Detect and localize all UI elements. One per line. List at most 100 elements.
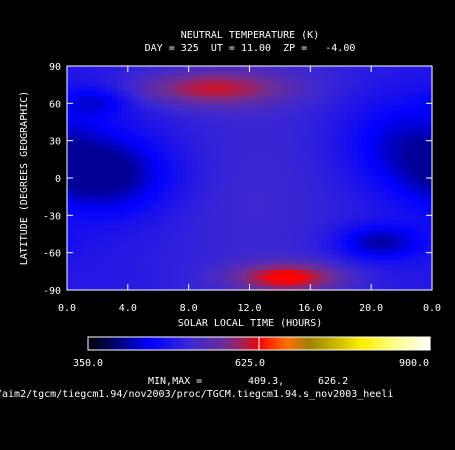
heatmap-cell: [387, 250, 393, 256]
heatmap-cell: [187, 205, 193, 211]
heatmap-cell: [417, 160, 423, 167]
heatmap-cell: [297, 175, 303, 182]
heatmap-cell: [122, 200, 128, 206]
heatmap-cell: [272, 285, 278, 291]
heatmap-cell: [297, 280, 303, 286]
heatmap-cell: [67, 260, 73, 266]
heatmap-cell: [232, 170, 238, 177]
heatmap-cell: [242, 180, 248, 187]
heatmap-cell: [362, 90, 368, 97]
heatmap-cell: [187, 240, 193, 246]
heatmap-cell: [112, 130, 118, 137]
heatmap-cell: [197, 190, 203, 197]
heatmap-cell: [327, 190, 333, 197]
heatmap-cell: [412, 195, 418, 201]
heatmap-cell: [377, 245, 383, 251]
heatmap-cell: [412, 145, 418, 152]
heatmap-cell: [317, 160, 323, 167]
heatmap-cell: [362, 230, 368, 236]
heatmap-cell: [352, 125, 358, 132]
heatmap-cell: [372, 185, 378, 192]
heatmap-cell: [307, 160, 313, 167]
heatmap-cell: [422, 100, 428, 107]
heatmap-cell: [312, 170, 318, 177]
heatmap-cell: [367, 155, 373, 162]
heatmap-cell: [197, 130, 203, 137]
heatmap-cell: [212, 250, 218, 256]
heatmap-cell: [412, 270, 418, 276]
heatmap-cell: [262, 215, 268, 221]
heatmap-cell: [122, 280, 128, 286]
heatmap-cell: [387, 90, 393, 97]
heatmap-cell: [212, 165, 218, 172]
heatmap-cell: [227, 75, 233, 82]
heatmap-cell: [402, 220, 408, 226]
heatmap-cell: [142, 190, 148, 197]
heatmap-cell: [67, 125, 73, 132]
heatmap-cell: [147, 245, 153, 251]
heatmap-cell: [322, 195, 328, 201]
heatmap-cell: [117, 285, 123, 291]
heatmap-cell: [227, 195, 233, 201]
heatmap-cell: [277, 265, 283, 271]
heatmap-cell: [427, 70, 433, 77]
heatmap-cell: [317, 215, 323, 221]
heatmap-cell: [132, 70, 138, 77]
heatmap-cell: [382, 220, 388, 226]
heatmap-cell: [187, 150, 193, 157]
heatmap-cell: [242, 205, 248, 211]
heatmap-cell: [337, 155, 343, 162]
heatmap-cell: [127, 240, 133, 246]
heatmap-cell: [367, 125, 373, 132]
heatmap-cell: [387, 150, 393, 157]
heatmap-cell: [302, 66, 308, 72]
heatmap-cell: [297, 265, 303, 271]
heatmap-cell: [332, 275, 338, 281]
heatmap-cell: [247, 180, 253, 187]
heatmap-cell: [177, 115, 183, 122]
heatmap-cell: [77, 75, 83, 82]
heatmap-cell: [167, 150, 173, 157]
heatmap-cell: [342, 170, 348, 177]
heatmap-cell: [157, 135, 163, 142]
heatmap-cell: [352, 155, 358, 162]
heatmap-cell: [77, 195, 83, 201]
heatmap-cell: [112, 235, 118, 241]
heatmap-cell: [237, 235, 243, 241]
heatmap-cell: [327, 235, 333, 241]
heatmap-cell: [92, 250, 98, 256]
heatmap-cell: [132, 66, 138, 72]
heatmap-cell: [247, 235, 253, 241]
heatmap-cell: [237, 66, 243, 72]
heatmap-cell: [207, 245, 213, 251]
heatmap-cell: [177, 230, 183, 236]
heatmap-cell: [252, 150, 258, 157]
heatmap-cell: [347, 170, 353, 177]
heatmap-cell: [272, 120, 278, 127]
heatmap-cell: [382, 66, 388, 72]
heatmap-cell: [337, 220, 343, 226]
heatmap-cell: [172, 240, 178, 246]
heatmap-cell: [217, 275, 223, 281]
heatmap-cell: [142, 70, 148, 77]
heatmap-cell: [307, 100, 313, 107]
heatmap-cell: [387, 280, 393, 286]
heatmap-cell: [267, 80, 273, 87]
colorbar-segment: [381, 337, 385, 350]
heatmap-cell: [387, 285, 393, 291]
heatmap-cell: [277, 90, 283, 97]
heatmap-cell: [357, 245, 363, 251]
heatmap-cell: [302, 85, 308, 92]
heatmap-cell: [397, 145, 403, 152]
heatmap-cell: [137, 120, 143, 127]
heatmap-cell: [147, 180, 153, 187]
heatmap-cell: [372, 235, 378, 241]
heatmap-cell: [122, 90, 128, 97]
heatmap-cell: [257, 155, 263, 162]
heatmap-cell: [372, 80, 378, 87]
heatmap-cell: [97, 125, 103, 132]
heatmap-cell: [102, 75, 108, 82]
heatmap-cell: [202, 270, 208, 276]
heatmap-cell: [132, 250, 138, 256]
heatmap-cell: [167, 195, 173, 201]
